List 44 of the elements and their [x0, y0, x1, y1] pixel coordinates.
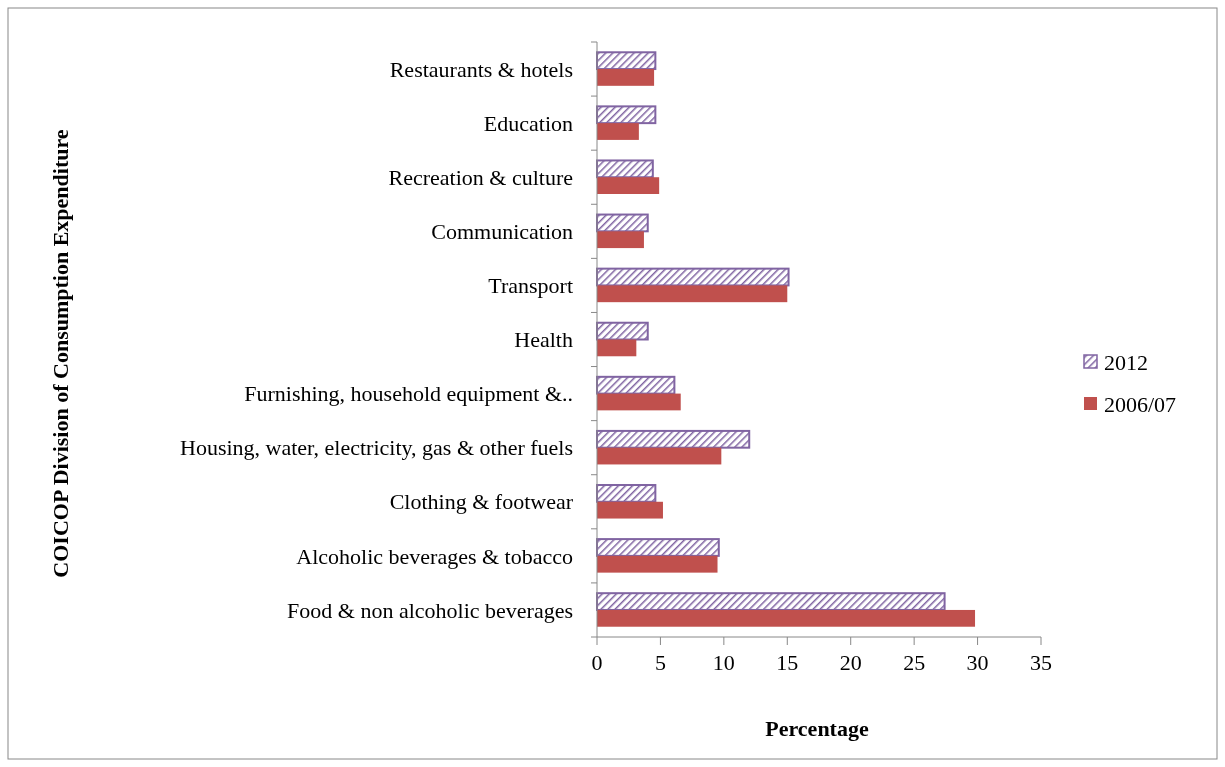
x-tick-label: 10 [712, 650, 735, 675]
y-tick-label: Recreation & culture [388, 164, 573, 190]
bar [596, 538, 720, 557]
bar [597, 393, 681, 411]
y-tick-label: Clothing & footwear [389, 489, 574, 515]
bar [596, 159, 654, 179]
bar [596, 375, 676, 395]
bar [596, 429, 751, 449]
x-tick-label: 0 [591, 650, 603, 675]
bar [597, 285, 788, 303]
bar [597, 69, 655, 86]
bar [596, 267, 790, 287]
bar [596, 592, 946, 611]
x-tick-label: 30 [966, 650, 989, 675]
bar [597, 231, 644, 249]
bar [597, 555, 718, 573]
bar [597, 501, 663, 519]
bar [597, 339, 637, 357]
x-tick-label: 15 [776, 650, 799, 675]
bar [596, 321, 649, 341]
y-axis-title: COICOP Division of Consumption Expenditure [48, 129, 73, 578]
y-tick-label: Food & non alcoholic beverages [287, 597, 573, 623]
bar [596, 105, 657, 125]
y-tick-label: Alcoholic beverages & tobacco [296, 543, 573, 569]
legend-label: 2006/07 [1104, 391, 1177, 417]
x-tick-label: 5 [654, 650, 666, 675]
x-tick-label: 25 [903, 650, 926, 675]
y-tick-label: Furnishing, household equipment &.. [244, 381, 573, 407]
x-tick-label: 35 [1030, 650, 1052, 675]
bar [597, 177, 660, 194]
legend-label: 2012 [1104, 349, 1148, 375]
bar [596, 51, 657, 71]
bar [596, 484, 657, 503]
y-tick-label: Education [483, 110, 573, 136]
bar [597, 609, 976, 627]
x-axis-title: Percentage [765, 716, 869, 741]
bar [597, 123, 639, 140]
bar [597, 447, 722, 465]
y-tick-label: Transport [488, 273, 573, 299]
y-tick-label: Housing, water, electricity, gas & other fuels [180, 435, 573, 461]
x-tick-label: 20 [839, 650, 862, 675]
y-tick-label: Restaurants & hotels [389, 56, 573, 82]
y-tick-label: Health [514, 327, 573, 353]
y-tick-label: Communication [431, 219, 573, 245]
